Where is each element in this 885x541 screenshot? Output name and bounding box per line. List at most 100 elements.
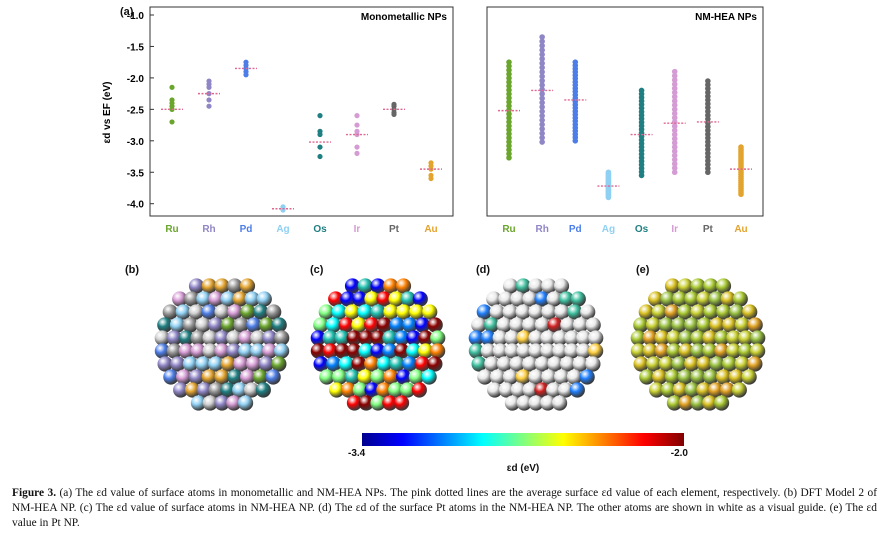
- atom-sphere: [750, 343, 766, 359]
- atom-sphere: [184, 291, 200, 307]
- atom-sphere: [671, 317, 687, 333]
- atom-sphere: [534, 356, 550, 372]
- data-point-au: [738, 144, 744, 150]
- atom-sphere: [502, 278, 519, 294]
- atom-sphere: [396, 304, 412, 320]
- data-point-rh: [539, 104, 545, 110]
- atom-sphere: [522, 382, 538, 398]
- atom-sphere: [208, 317, 224, 333]
- data-point-rh: [539, 34, 545, 40]
- atom-sphere: [666, 395, 683, 411]
- atom-sphere: [250, 343, 266, 359]
- data-point-ru: [506, 119, 512, 125]
- atom-sphere: [274, 343, 290, 359]
- atom-sphere: [509, 356, 525, 372]
- atom-sphere: [382, 343, 398, 359]
- data-point-ru: [506, 59, 512, 65]
- atom-sphere: [395, 369, 412, 385]
- atom-sphere: [208, 291, 224, 307]
- data-point-rh: [539, 108, 545, 115]
- atom-sphere: [376, 291, 392, 307]
- data-point-rh: [206, 97, 212, 103]
- atom-sphere: [370, 304, 386, 320]
- atom-sphere: [331, 304, 347, 320]
- atom-sphere: [310, 343, 326, 359]
- atom-sphere: [394, 330, 410, 346]
- atom-sphere: [226, 395, 242, 411]
- atom-sphere: [395, 278, 412, 294]
- data-point-rh: [206, 103, 212, 109]
- atom-sphere: [678, 330, 694, 346]
- atom-sphere: [334, 330, 350, 346]
- atom-sphere: [233, 356, 249, 372]
- data-point-ru: [506, 111, 512, 117]
- atom-sphere: [271, 317, 287, 333]
- atom-sphere: [157, 317, 173, 333]
- data-point-ru: [506, 143, 512, 149]
- atom-sphere: [418, 330, 434, 346]
- data-point-ru: [506, 63, 512, 69]
- atom-sphere: [266, 304, 282, 320]
- data-point-ir: [354, 144, 360, 150]
- data-point-rh: [539, 117, 545, 123]
- atom-sphere: [553, 369, 570, 385]
- atom-sphere: [703, 278, 719, 294]
- atom-sphere: [547, 356, 563, 372]
- panel-label-d: (d): [476, 264, 491, 276]
- atom-sphere: [190, 395, 207, 411]
- atom-sphere: [195, 317, 211, 333]
- atom-sphere: [406, 343, 422, 359]
- np-model-c-image: [310, 278, 446, 411]
- plot-frame: [486, 6, 764, 217]
- atom-sphere: [546, 291, 562, 307]
- atom-sphere: [239, 369, 256, 385]
- y-tick-label: -2.0: [127, 74, 145, 85]
- atom-sphere: [715, 278, 732, 294]
- atom-sphere: [334, 343, 350, 359]
- category-label-au: Au: [424, 224, 437, 235]
- panel-label-c: (c): [310, 264, 324, 276]
- atom-sphere: [720, 291, 736, 307]
- atom-sphere: [502, 304, 518, 320]
- atom-sphere: [220, 382, 236, 398]
- data-point-au: [428, 175, 434, 182]
- atom-sphere: [684, 317, 700, 333]
- category-label-os: Os: [635, 224, 649, 235]
- atom-sphere: [576, 343, 592, 359]
- atom-sphere: [402, 317, 418, 333]
- atom-sphere: [504, 395, 521, 411]
- data-point-ru: [506, 115, 512, 121]
- atom-sphere: [178, 330, 194, 346]
- data-point-ru: [506, 71, 512, 77]
- atom-sphere: [352, 291, 368, 307]
- atom-sphere: [427, 317, 443, 333]
- atom-sphere: [430, 330, 446, 346]
- atom-sphere: [182, 356, 198, 372]
- data-point-ru: [506, 131, 512, 137]
- atom-sphere: [696, 382, 712, 398]
- atom-sphere: [227, 304, 243, 320]
- atom-sphere: [738, 330, 754, 346]
- atom-sphere: [344, 304, 360, 320]
- atom-sphere: [541, 304, 557, 320]
- atom-sphere: [471, 356, 487, 372]
- data-point-ir: [671, 131, 678, 138]
- data-point-ir: [671, 127, 678, 134]
- data-point-ru: [506, 123, 512, 129]
- atom-sphere: [318, 304, 334, 320]
- atom-sphere: [738, 343, 754, 359]
- category-label-ag: Ag: [602, 224, 615, 235]
- atom-sphere: [509, 317, 525, 333]
- atom-sphere: [664, 304, 680, 320]
- atom-sphere: [163, 369, 179, 385]
- atom-sphere: [399, 382, 416, 398]
- atom-sphere: [489, 304, 505, 320]
- atom-sphere: [476, 304, 492, 320]
- atom-sphere: [585, 356, 601, 372]
- atom-sphere: [552, 330, 568, 346]
- np-model-e-image: [630, 278, 766, 411]
- atom-sphere: [208, 382, 224, 398]
- atom-sphere: [173, 382, 189, 398]
- atom-sphere: [346, 395, 363, 411]
